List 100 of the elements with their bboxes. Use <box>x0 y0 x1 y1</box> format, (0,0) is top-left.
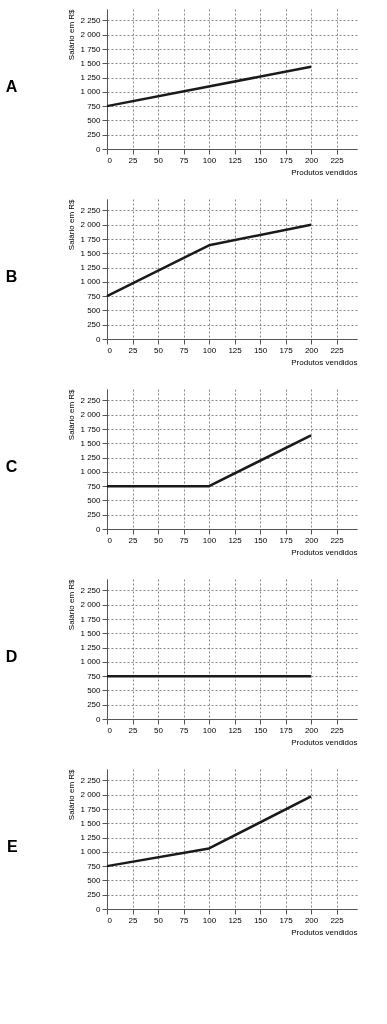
x-tick-label: 75 <box>179 155 190 165</box>
y-tick-label: 1 250 <box>80 833 102 843</box>
y-axis-title: Salário em R$ <box>67 8 77 61</box>
text: B <box>5 268 18 285</box>
y-tick-label: 1 000 <box>80 277 102 287</box>
text: A <box>5 78 18 95</box>
y-tick-label: 1 500 <box>80 628 102 638</box>
y-tick-label: 0 <box>96 334 102 344</box>
x-tick-label: 50 <box>154 345 164 355</box>
x-tick-label: 200 <box>304 155 319 165</box>
y-tick-label: 2 250 <box>80 775 102 785</box>
y-tick-label: 1 500 <box>80 248 102 258</box>
y-tick-label: 1 250 <box>80 73 102 83</box>
x-axis-title: Produtos vendidos <box>291 927 358 937</box>
y-tick-label: 750 <box>87 861 102 871</box>
x-axis-title: Produtos vendidos <box>291 357 358 367</box>
y-tick-label: 750 <box>87 101 102 111</box>
x-tick-label: 175 <box>279 345 294 355</box>
y-tick-label: 1 750 <box>80 614 102 624</box>
x-tick-label: 150 <box>253 915 268 925</box>
y-axis-title: Salário em R$ <box>67 578 77 631</box>
x-tick-label: 75 <box>179 345 190 355</box>
y-tick-label: 2 250 <box>80 585 102 595</box>
y-tick-label: 500 <box>87 305 102 315</box>
x-tick-label: 175 <box>279 155 294 165</box>
x-tick-label: 125 <box>228 915 243 925</box>
x-tick-label: 125 <box>228 725 243 735</box>
x-tick-label: 100 <box>202 345 217 355</box>
y-tick-label: 2 250 <box>80 205 102 215</box>
y-tick-label: 1 750 <box>80 424 102 434</box>
y-tick-label: 1 000 <box>80 847 102 857</box>
y-tick-label: 500 <box>87 685 102 695</box>
x-tick-label: 0 <box>107 725 113 735</box>
y-tick-label: 1 500 <box>80 818 102 828</box>
x-tick-label: 100 <box>202 535 217 545</box>
x-tick-label: 75 <box>179 915 190 925</box>
x-tick-label: 75 <box>179 725 190 735</box>
y-tick-label: 500 <box>87 495 102 505</box>
y-tick-label: 2 000 <box>80 220 102 230</box>
x-tick-label: 25 <box>128 915 139 925</box>
x-tick-label: 125 <box>228 345 243 355</box>
x-tick-label: 100 <box>202 725 217 735</box>
y-tick-label: 2 000 <box>80 790 102 800</box>
y-tick-label: 250 <box>87 320 102 330</box>
y-tick-label: 1 750 <box>80 44 102 54</box>
x-tick-label: 25 <box>128 725 139 735</box>
x-tick-label: 75 <box>179 535 190 545</box>
x-tick-label: 25 <box>128 535 139 545</box>
y-tick-label: 1 250 <box>80 453 102 463</box>
y-tick-label: 1 750 <box>80 804 102 814</box>
x-tick-label: 225 <box>330 345 345 355</box>
x-tick-label: 150 <box>253 535 268 545</box>
y-tick-label: 750 <box>87 481 102 491</box>
y-tick-label: 1 250 <box>80 263 102 273</box>
x-tick-label: 0 <box>107 155 113 165</box>
y-tick-label: 250 <box>87 510 102 520</box>
y-tick-label: 250 <box>87 890 102 900</box>
y-tick-label: 0 <box>96 904 102 914</box>
x-axis-title: Produtos vendidos <box>291 167 358 177</box>
y-tick-label: 0 <box>96 714 102 724</box>
x-tick-label: 175 <box>279 915 294 925</box>
y-tick-label: 500 <box>87 875 102 885</box>
y-tick-label: 750 <box>87 671 102 681</box>
x-tick-label: 0 <box>107 345 113 355</box>
x-tick-label: 225 <box>330 915 345 925</box>
y-tick-label: 2 000 <box>80 30 102 40</box>
x-tick-label: 225 <box>330 535 345 545</box>
y-tick-label: 1 000 <box>80 87 102 97</box>
x-tick-label: 200 <box>304 345 319 355</box>
y-tick-label: 2 250 <box>80 395 102 405</box>
x-tick-label: 100 <box>202 155 217 165</box>
y-tick-label: 1 500 <box>80 438 102 448</box>
y-tick-label: 1 750 <box>80 234 102 244</box>
y-tick-label: 2 000 <box>80 410 102 420</box>
x-tick-label: 25 <box>128 345 139 355</box>
text: C <box>5 458 18 475</box>
x-tick-label: 150 <box>253 345 268 355</box>
x-tick-label: 50 <box>154 155 164 165</box>
y-tick-label: 2 000 <box>80 600 102 610</box>
x-tick-label: 175 <box>279 535 294 545</box>
y-tick-label: 0 <box>96 524 102 534</box>
x-tick-label: 25 <box>128 155 139 165</box>
y-tick-label: 250 <box>87 700 102 710</box>
x-tick-label: 225 <box>330 155 345 165</box>
y-axis-title: Salário em R$ <box>67 768 77 821</box>
y-tick-label: 500 <box>87 115 102 125</box>
x-tick-label: 50 <box>154 915 164 925</box>
y-tick-label: 1 000 <box>80 467 102 477</box>
x-tick-label: 150 <box>253 725 268 735</box>
x-tick-label: 200 <box>304 915 319 925</box>
y-tick-label: 1 000 <box>80 657 102 667</box>
x-tick-label: 200 <box>304 725 319 735</box>
y-tick-label: 2 250 <box>80 15 102 25</box>
x-tick-label: 200 <box>304 535 319 545</box>
y-axis-title: Salário em R$ <box>67 198 77 251</box>
y-tick-label: 0 <box>96 144 102 154</box>
text: E <box>6 838 18 855</box>
y-tick-label: 1 500 <box>80 58 102 68</box>
x-tick-label: 150 <box>253 155 268 165</box>
x-axis-title: Produtos vendidos <box>291 737 358 747</box>
